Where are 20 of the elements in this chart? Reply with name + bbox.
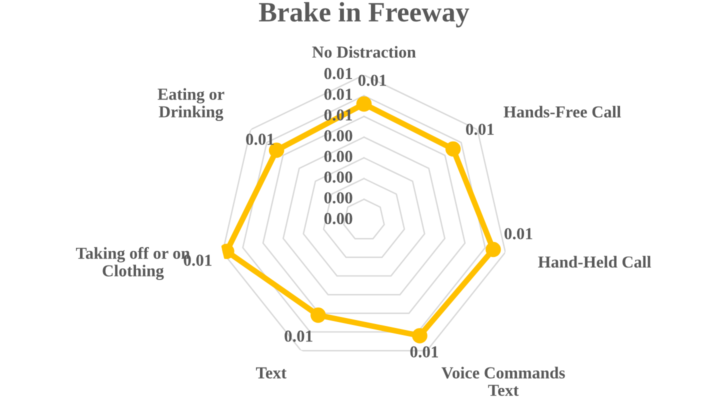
- spoke-label: Hand-Held Call: [538, 256, 652, 268]
- y-tick-label: 0.01: [324, 88, 352, 100]
- spoke-label: Hands-Free Call: [504, 106, 621, 118]
- data-label: 0.01: [410, 346, 438, 358]
- spoke-label: No Distraction: [312, 46, 416, 58]
- spoke-label: Text: [256, 367, 287, 378]
- y-tick-label: 0.00: [324, 212, 352, 224]
- data-label: 0.01: [246, 134, 274, 145]
- data-label: 0.01: [284, 330, 312, 342]
- y-tick-label: 0.00: [324, 192, 352, 204]
- data-label: 0.01: [358, 74, 386, 86]
- y-tick-label: 0.00: [324, 150, 352, 162]
- y-tick-label: 0.01: [324, 68, 352, 80]
- y-tick-label: 0.00: [324, 171, 352, 183]
- data-label: 0.01: [466, 124, 494, 136]
- chart-title: Brake in Freeway: [259, 2, 470, 28]
- data-label: 0.01: [504, 228, 532, 240]
- y-tick-label: 0.00: [324, 130, 352, 142]
- spoke-label: Eating or Drinking: [158, 88, 224, 121]
- spoke-label: Voice Commands Text: [442, 366, 565, 396]
